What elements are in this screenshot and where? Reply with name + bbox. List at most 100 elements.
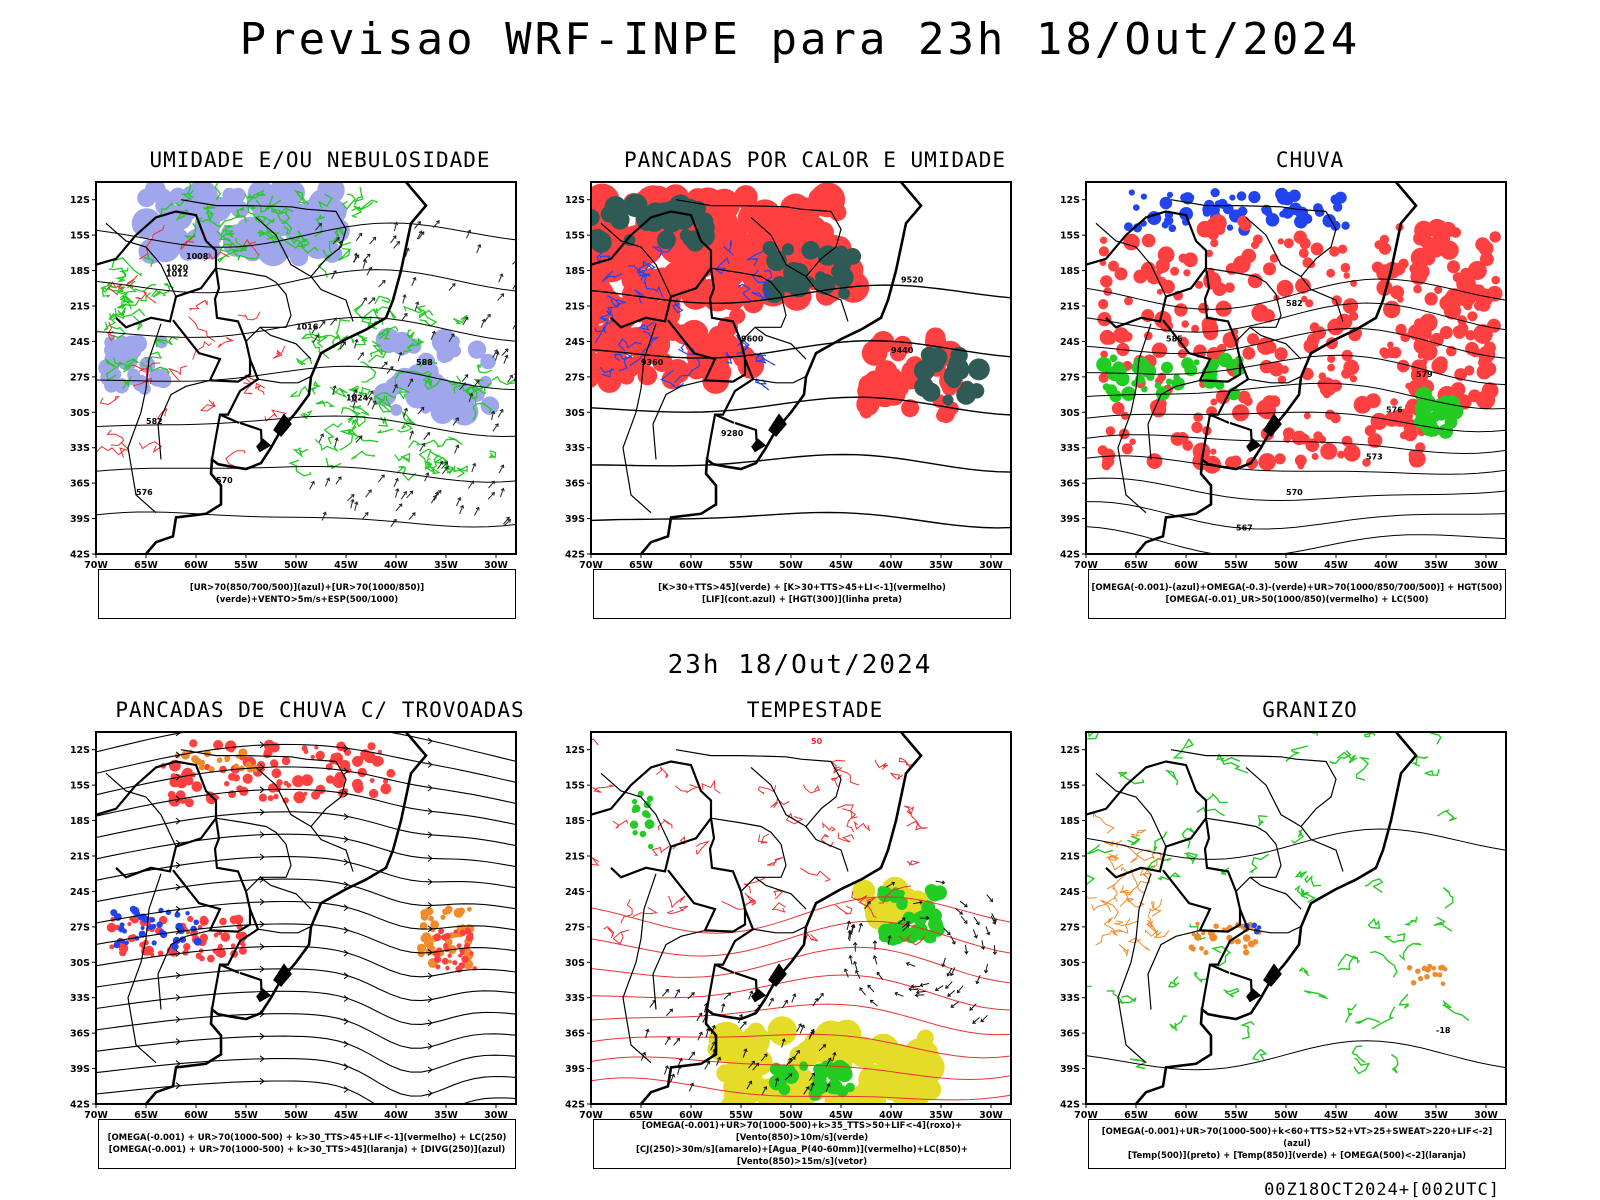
lat-tick-label: 15S <box>565 231 585 242</box>
contour-label: 9600 <box>741 334 764 343</box>
lagoa-mirim <box>751 988 767 1003</box>
border-line <box>96 760 218 879</box>
border-line <box>752 376 806 384</box>
lon-tick-label: 60W <box>679 1110 703 1121</box>
legend-box: [K>30+TTS>45](verde) + [K>30+TTS>45+LI<-… <box>593 569 1011 619</box>
legend-line: [OMEGA(-0.01)_UR>50(1000/850)(vermelho) … <box>1165 595 1429 605</box>
lat-tick-label: 21S <box>1060 852 1080 863</box>
lat-tick-label: 24S <box>565 887 585 898</box>
map-canvas: 585 582 579 576 573 570 567 70W 65W 60W 55W 50W 45W 4… <box>1060 181 1507 571</box>
lon-tick-label: 55W <box>234 1110 258 1121</box>
border-line <box>754 876 807 910</box>
lon-tick-label: 40W <box>384 560 408 571</box>
lat-tick-label: 27S <box>70 922 90 933</box>
map-axes: 70W 65W 60W 55W 50W 45W 40W 35W 30W 12S 15S 18S 21S 2… <box>565 181 1012 571</box>
border-line <box>600 772 672 847</box>
lat-tick-label: 21S <box>70 852 90 863</box>
lat-tick-label: 39S <box>565 1064 585 1075</box>
map-frame <box>95 181 517 555</box>
border-line <box>1162 818 1242 933</box>
lat-tick-label: 36S <box>565 1029 585 1040</box>
lon-tick-label: 50W <box>779 1110 803 1121</box>
map-panel-4: PANCADAS DE CHUVA C/ TROVOADAS 70W 65W 60W 5… <box>70 698 570 1178</box>
border-line <box>105 772 177 847</box>
map-axes: 70W 65W 60W 55W 50W 45W 40W 35W 30W 12S 15S 18S 21S 2… <box>70 181 517 571</box>
border-line <box>105 222 177 297</box>
border-line <box>1249 326 1302 360</box>
border-line <box>259 326 312 360</box>
lon-tick-label: 35W <box>1424 560 1448 571</box>
wind850-green-area-west <box>629 790 655 850</box>
border-line <box>1205 817 1282 892</box>
lat-tick-label: 12S <box>70 745 90 756</box>
border-line <box>714 963 735 974</box>
contour-label: 570 <box>1286 488 1303 497</box>
chuva-labels: 585 582 579 576 573 570 567 <box>1166 299 1433 532</box>
omega500-orange <box>1086 810 1170 956</box>
lon-tick-label: 60W <box>184 1110 208 1121</box>
border-line <box>157 929 211 1010</box>
border-line <box>1247 926 1301 934</box>
lon-tick-label: 30W <box>1474 560 1498 571</box>
legend-box: [OMEGA(-0.001)+UR>70(1000-500)+k<60+TTS>… <box>1088 1119 1506 1169</box>
lon-tick-label: 55W <box>729 1110 753 1121</box>
lat-tick-label: 24S <box>70 887 90 898</box>
political-boundaries <box>96 732 428 1104</box>
lon-tick-label: 70W <box>1074 1110 1098 1121</box>
border-line <box>259 876 312 910</box>
panel-title: PANCADAS DE CHUVA C/ TROVOADAS <box>115 698 525 722</box>
legend-box: [UR>70(850/700/500)](azul)+[UR>70(1000/8… <box>98 569 516 619</box>
border-line <box>180 749 354 872</box>
map-frame <box>590 731 1012 1105</box>
lon-tick-label: 45W <box>1324 1110 1348 1121</box>
contour-label: 50 <box>811 737 823 746</box>
granizo-labels: -18 <box>1436 1026 1451 1035</box>
border-line <box>1117 873 1152 1064</box>
lon-tick-label: 35W <box>434 560 458 571</box>
lon-tick-label: 40W <box>879 560 903 571</box>
border-line <box>1205 267 1282 342</box>
lon-tick-label: 35W <box>1424 1110 1448 1121</box>
border-line <box>219 413 240 424</box>
lat-tick-label: 36S <box>1060 1029 1080 1040</box>
border-line <box>710 817 787 892</box>
political-boundaries <box>1086 732 1418 1104</box>
contour-label: 9360 <box>641 358 664 367</box>
map-field-layers: -18 <box>1086 732 1506 1104</box>
panel-title: PANCADAS POR CALOR E UMIDADE <box>623 148 1006 172</box>
map-canvas: -18 70W 65W 60W 55W 50W 45W 40W 35W 30W 12S 15S 18S 2… <box>1060 731 1507 1121</box>
lagoa-mirim <box>1246 988 1262 1003</box>
panel-title: GRANIZO <box>1262 698 1358 722</box>
lat-tick-label: 24S <box>1060 337 1080 348</box>
border-line <box>1095 222 1167 297</box>
border-line <box>667 818 747 933</box>
pressure-isobars <box>96 222 516 528</box>
lon-tick-label: 40W <box>384 1110 408 1121</box>
legend-line: [OMEGA(-0.001) + UR>70(1000-500) + k>30_… <box>108 1145 506 1155</box>
map-axes: 70W 65W 60W 55W 50W 45W 40W 35W 30W 12S 15S 18S 21S 2… <box>1060 731 1507 1121</box>
lat-tick-label: 33S <box>1060 993 1080 1004</box>
map-canvas: 9600 9520 9440 9360 9280 70W 65W 60W 55W 50W 45W 40… <box>565 181 1012 571</box>
border-line <box>172 818 252 933</box>
map-panel-3: CHUVA 585 582 579 576 573 570 567 70W 65W 60W 55W 50… <box>1060 148 1560 628</box>
lat-tick-label: 18S <box>70 816 90 827</box>
lat-tick-label: 36S <box>70 479 90 490</box>
instability-red-area-south <box>591 289 765 394</box>
border-line <box>1170 749 1344 872</box>
lat-tick-label: 42S <box>70 1100 90 1111</box>
border-line <box>714 413 735 424</box>
map-frame <box>95 731 517 1105</box>
lat-tick-label: 36S <box>70 1029 90 1040</box>
legend-box: [OMEGA(-0.001)+UR>70(1000-500)+k>35_TTS>… <box>593 1119 1011 1169</box>
border-line <box>215 817 292 892</box>
legend-line: [Temp(500)](preto) + [Temp(850)](verde) … <box>1127 1151 1467 1161</box>
lon-tick-label: 65W <box>629 560 653 571</box>
east-coastline <box>1135 732 1418 1104</box>
thunder-red-area-ocean <box>433 927 478 973</box>
map-frame <box>1085 731 1507 1105</box>
lon-tick-label: 60W <box>1174 560 1198 571</box>
political-boundaries <box>591 182 923 554</box>
border-line <box>1086 760 1208 879</box>
lon-tick-label: 30W <box>979 1110 1003 1121</box>
border-line <box>157 379 211 460</box>
